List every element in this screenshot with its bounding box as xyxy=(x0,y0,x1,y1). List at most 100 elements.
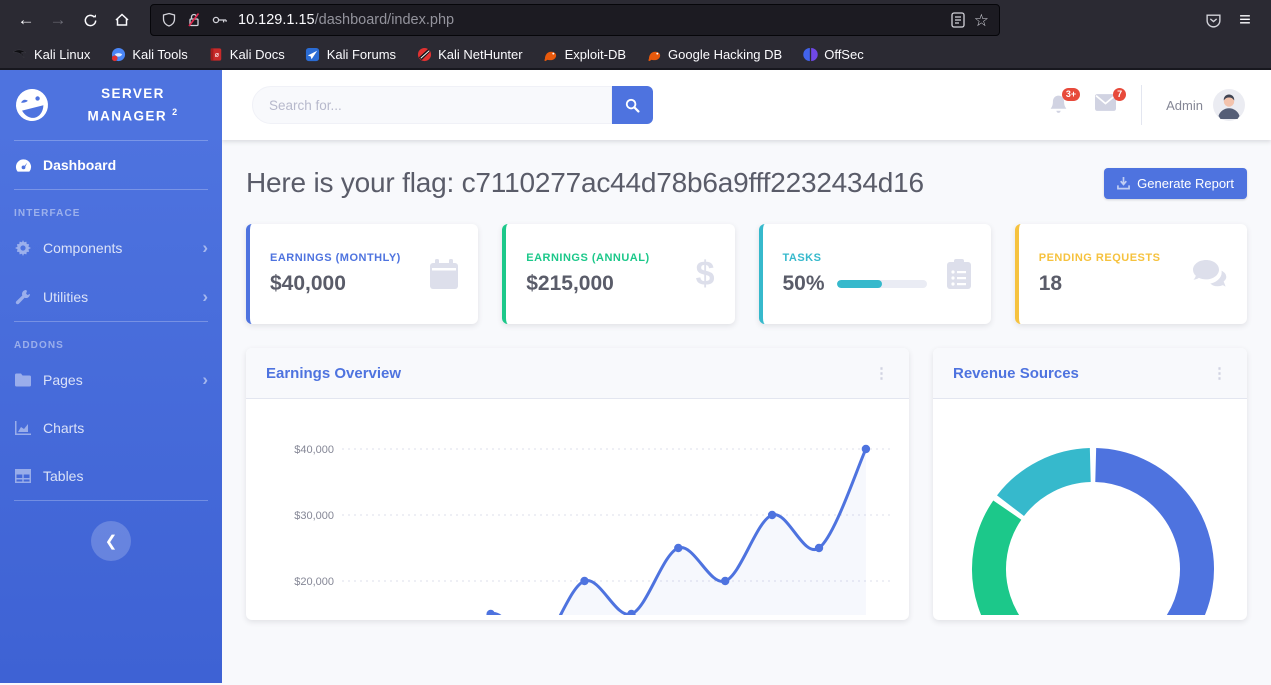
reload-icon xyxy=(84,13,96,26)
svg-text:ø: ø xyxy=(215,52,220,59)
kali-tools-icon xyxy=(110,46,126,62)
browser-toolbar: ← → 10.129.1.15/dashboard/index.php ☆ xyxy=(0,0,1271,40)
sidebar-divider xyxy=(14,140,208,141)
topbar: 3+ 7 Admin xyxy=(222,70,1271,140)
messages-button[interactable]: 7 xyxy=(1095,88,1127,116)
panel-menu-button[interactable]: ⋮ xyxy=(1212,365,1227,382)
card-label: EARNINGS (ANNUAL) xyxy=(526,252,650,264)
tasks-progress-bar xyxy=(836,280,927,288)
bookmarks-bar: Kali Linux Kali Tools ø Kali Docs Kali F… xyxy=(0,40,1271,70)
kali-linux-icon xyxy=(12,46,28,62)
sidebar-divider xyxy=(14,321,208,322)
download-icon xyxy=(1117,176,1131,189)
svg-text:$30,000: $30,000 xyxy=(294,510,334,522)
earnings-overview-panel: Earnings Overview ⋮ $10,000$20,000$30,00… xyxy=(246,348,909,620)
envelope-icon xyxy=(1095,94,1117,111)
sidebar-brand[interactable]: SERVER MANAGER 2 xyxy=(0,70,222,140)
kali-nethunter-icon xyxy=(416,46,432,62)
key-login-icon[interactable] xyxy=(211,12,229,28)
sidebar-item-pages[interactable]: Pages › xyxy=(0,355,222,404)
panel-menu-button[interactable]: ⋮ xyxy=(874,365,889,382)
card-label: TASKS xyxy=(782,252,822,264)
pocket-icon xyxy=(1205,13,1221,28)
sidebar-item-utilities[interactable]: Utilities › xyxy=(0,272,222,321)
panel-title: Earnings Overview xyxy=(266,364,402,382)
user-menu[interactable]: Admin xyxy=(1166,89,1245,121)
dollar-sign-icon: $ xyxy=(695,254,715,293)
search-icon xyxy=(625,98,640,113)
folder-icon xyxy=(14,373,32,387)
bookmark-kali-tools[interactable]: Kali Tools xyxy=(110,46,188,62)
bookmark-kali-nethunter[interactable]: Kali NetHunter xyxy=(416,46,523,62)
search-input[interactable] xyxy=(252,86,612,124)
bookmark-star-icon[interactable]: ☆ xyxy=(973,10,989,30)
bookmark-kali-docs[interactable]: ø Kali Docs xyxy=(208,46,285,62)
laugh-wink-logo-icon xyxy=(16,89,48,121)
card-value: 18 xyxy=(1038,272,1063,295)
bookmark-kali-linux[interactable]: Kali Linux xyxy=(12,46,90,62)
bookmark-label: Exploit-DB xyxy=(564,46,627,62)
forward-button[interactable]: → xyxy=(49,10,67,29)
bookmark-label: Kali Forums xyxy=(326,46,397,62)
panel-title: Revenue Sources xyxy=(953,364,1079,382)
card-value: $215,000 xyxy=(526,272,614,295)
sidebar-item-components[interactable]: Components › xyxy=(0,223,222,272)
calendar-icon xyxy=(430,259,459,289)
sidebar-item-label: Pages xyxy=(43,371,83,388)
card-value: $40,000 xyxy=(270,272,346,295)
card-earnings-annual: EARNINGS (ANNUAL) $215,000 $ xyxy=(502,224,735,324)
url-bar[interactable]: 10.129.1.15/dashboard/index.php ☆ xyxy=(150,4,1000,36)
reader-view-icon[interactable] xyxy=(951,12,965,28)
avatar xyxy=(1213,89,1245,121)
brand-title: SERVER MANAGER 2 xyxy=(87,86,179,124)
kali-forums-icon xyxy=(305,46,321,62)
topbar-divider xyxy=(1141,85,1143,125)
bookmark-exploit-db[interactable]: Exploit-DB xyxy=(543,46,626,62)
sidebar-divider xyxy=(14,189,208,190)
generate-report-button[interactable]: Generate Report xyxy=(1104,167,1247,199)
page-title: Here is your flag: c7110277ac44d78b6a9ff… xyxy=(246,167,924,198)
shield-permissions-icon[interactable] xyxy=(161,12,177,28)
wrench-icon xyxy=(14,289,32,305)
bookmark-kali-forums[interactable]: Kali Forums xyxy=(305,46,396,62)
comments-icon xyxy=(1193,260,1227,288)
url-host: 10.129.1.15 xyxy=(238,12,315,28)
sidebar-collapse-button[interactable]: ❮ xyxy=(91,521,131,561)
chevron-right-icon: › xyxy=(202,287,208,306)
sidebar-item-dashboard[interactable]: Dashboard xyxy=(0,141,222,189)
search-button[interactable] xyxy=(612,86,653,124)
user-name: Admin xyxy=(1166,97,1203,113)
insecure-lock-icon[interactable] xyxy=(186,12,202,28)
earnings-line-chart: $10,000$20,000$30,000$40,000 xyxy=(294,444,891,620)
sidebar-item-charts[interactable]: Charts xyxy=(0,404,222,452)
pocket-button[interactable] xyxy=(1197,5,1229,35)
gear-icon xyxy=(14,239,32,256)
home-button[interactable] xyxy=(106,5,138,35)
page-content: Here is your flag: c7110277ac44d78b6a9ff… xyxy=(222,140,1271,620)
bookmark-offsec[interactable]: OffSec xyxy=(802,46,864,62)
card-earnings-monthly: EARNINGS (MONTHLY) $40,000 xyxy=(246,224,479,324)
card-value: 50% xyxy=(782,272,825,295)
bookmark-label: Google Hacking DB xyxy=(668,46,783,62)
offsec-icon xyxy=(802,46,818,62)
sidebar-item-label: Dashboard xyxy=(43,157,117,173)
card-tasks: TASKS 50% xyxy=(758,224,991,324)
bookmark-label: Kali Docs xyxy=(229,46,285,62)
sidebar-item-tables[interactable]: Tables xyxy=(0,452,222,500)
bookmark-label: Kali Tools xyxy=(132,46,188,62)
back-button[interactable]: ← xyxy=(17,10,35,29)
card-label: PENDING REQUESTS xyxy=(1038,252,1161,264)
alerts-button[interactable]: 3+ xyxy=(1049,88,1081,116)
home-icon xyxy=(115,13,129,26)
tachometer-icon xyxy=(14,158,32,173)
reload-button[interactable] xyxy=(74,5,106,35)
sidebar: SERVER MANAGER 2 Dashboard INTERFACE Com… xyxy=(0,70,222,683)
sidebar-item-label: Charts xyxy=(43,420,85,436)
bookmark-google-hacking-db[interactable]: Google Hacking DB xyxy=(646,46,782,62)
menu-button[interactable]: ≡ xyxy=(1239,8,1251,31)
url-text: 10.129.1.15/dashboard/index.php xyxy=(238,12,942,28)
chevron-right-icon: › xyxy=(202,238,208,257)
sidebar-section-addons: ADDONS xyxy=(14,340,64,351)
tasks-progress-fill xyxy=(836,280,882,288)
sidebar-item-label: Tables xyxy=(43,468,84,484)
